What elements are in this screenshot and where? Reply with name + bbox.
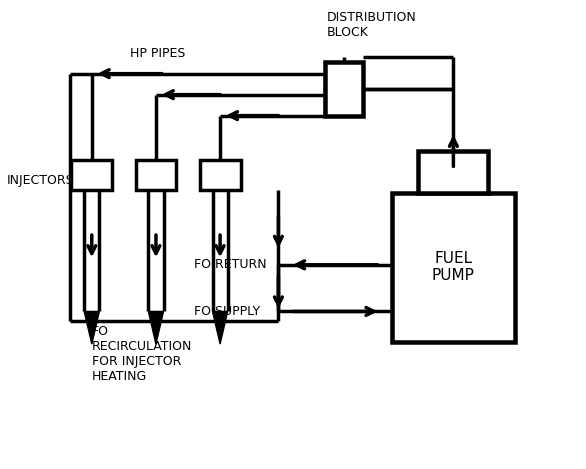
Text: FO RETURN: FO RETURN	[194, 258, 267, 271]
Bar	[418, 151, 488, 193]
Text: FO SUPPLY: FO SUPPLY	[194, 305, 260, 318]
Polygon shape	[213, 311, 228, 344]
Bar	[71, 160, 112, 190]
Text: INJECTORS: INJECTORS	[7, 174, 75, 188]
Text: FO
RECIRCULATION
FOR INJECTOR
HEATING: FO RECIRCULATION FOR INJECTOR HEATING	[92, 325, 192, 384]
Polygon shape	[148, 311, 163, 344]
Text: DISTRIBUTION
BLOCK: DISTRIBUTION BLOCK	[327, 11, 417, 38]
Text: HP PIPES: HP PIPES	[130, 47, 185, 60]
Bar	[135, 160, 176, 190]
Bar	[325, 62, 363, 116]
Bar	[392, 193, 515, 342]
Polygon shape	[84, 311, 100, 344]
Bar	[200, 160, 240, 190]
Text: FUEL
PUMP: FUEL PUMP	[432, 251, 475, 283]
